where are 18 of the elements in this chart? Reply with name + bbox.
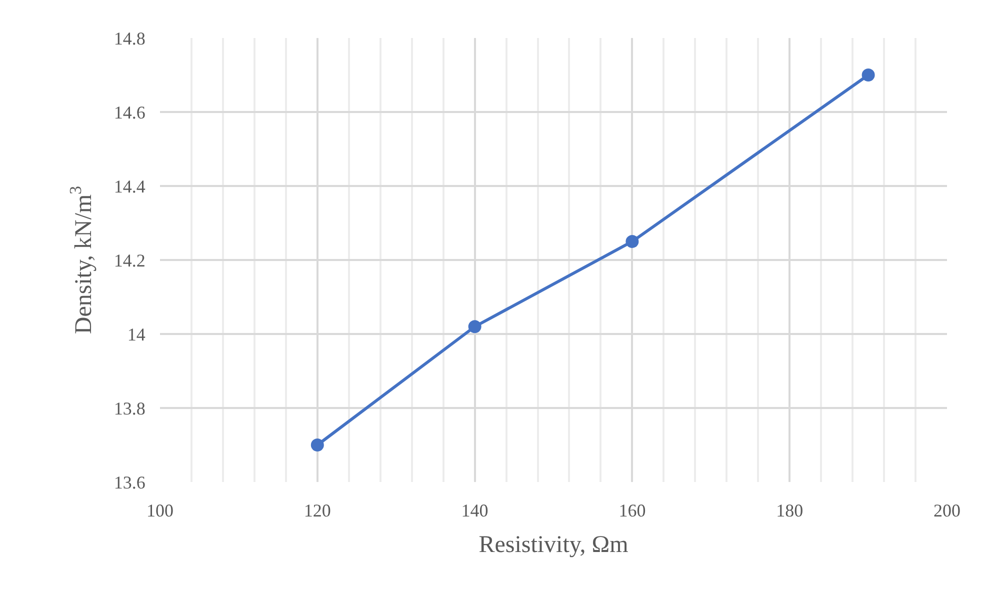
y-tick-label: 13.8	[114, 398, 146, 418]
x-tick-label: 100	[146, 500, 174, 521]
x-tick-label: 180	[776, 500, 804, 521]
point	[626, 235, 639, 248]
x-tick-label: 140	[461, 500, 488, 521]
point	[862, 68, 875, 82]
x-axis-title: Resistivity, Ωm	[478, 532, 629, 558]
y-tick-label: 14.2	[114, 250, 146, 270]
x-tick-label: 120	[304, 500, 331, 521]
y-tick-label: 14.8	[114, 28, 146, 48]
y-tick-label: 14.4	[114, 176, 146, 196]
point	[468, 320, 482, 334]
y-tick-label: 13.6	[114, 472, 146, 492]
y-tick-label: 14.6	[114, 102, 146, 122]
x-tick-label: 200	[934, 500, 960, 521]
y-tick-label: 14	[127, 324, 146, 344]
point	[310, 438, 324, 452]
x-tick-label: 160	[618, 500, 646, 521]
